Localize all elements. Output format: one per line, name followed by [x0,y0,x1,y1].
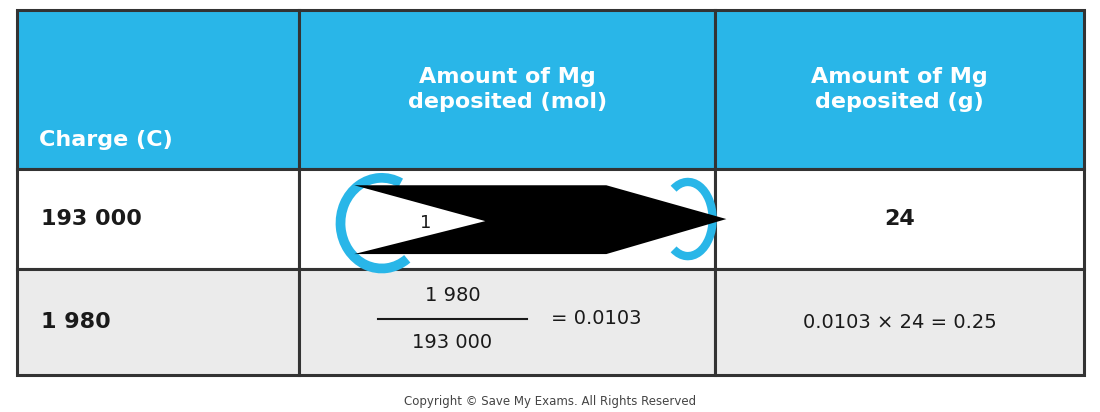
Bar [16,10,299,169]
Text: 1 980: 1 980 [41,312,110,332]
Polygon shape [354,185,726,254]
Text: 1: 1 [420,214,431,232]
Bar [299,10,715,169]
Text: 1 980: 1 980 [425,286,480,305]
Text: = 0.0103: = 0.0103 [551,309,641,328]
Bar [299,269,715,375]
Bar [715,169,1084,269]
Text: Amount of Mg
deposited (g): Amount of Mg deposited (g) [811,67,988,112]
Bar [16,169,299,269]
Bar [715,10,1084,169]
Bar [16,269,299,375]
Text: 0.0103 × 24 = 0.25: 0.0103 × 24 = 0.25 [803,313,997,332]
Bar [299,169,715,269]
Text: 193 000: 193 000 [412,333,493,352]
Text: 193 000: 193 000 [41,209,142,229]
Text: Charge (C): Charge (C) [39,130,173,150]
Text: Copyright © Save My Exams. All Rights Reserved: Copyright © Save My Exams. All Rights Re… [404,395,696,408]
Text: 24: 24 [884,209,915,229]
Bar [715,269,1084,375]
Text: Amount of Mg
deposited (mol): Amount of Mg deposited (mol) [408,67,607,112]
